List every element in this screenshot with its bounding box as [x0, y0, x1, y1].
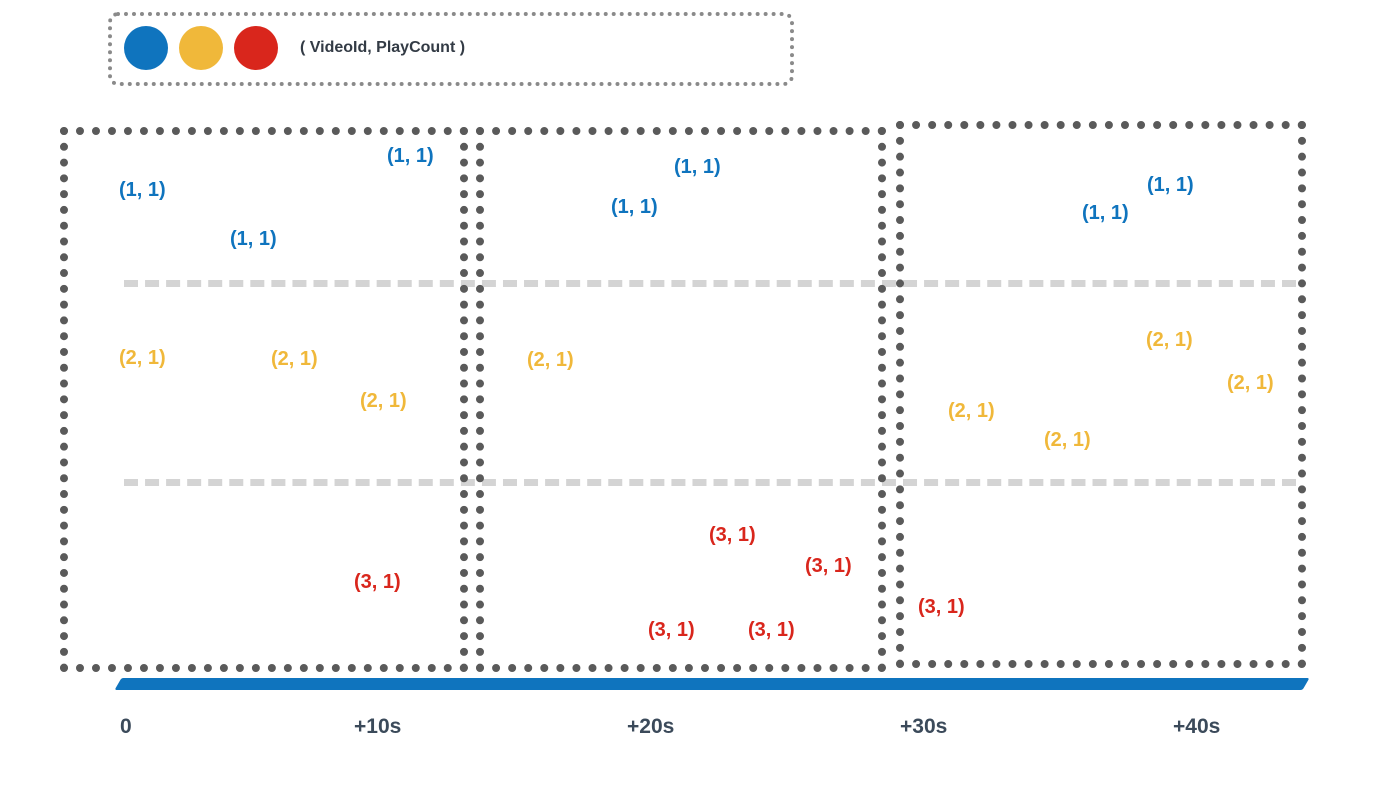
legend-dot-video-2 — [179, 26, 223, 70]
event-13: (2, 1) — [1227, 372, 1274, 394]
timeline-tick-20s: +20s — [627, 715, 675, 738]
window-box-2 — [476, 127, 886, 672]
legend-label: ( VideoId, PlayCount ) — [300, 39, 466, 56]
event-6: (1, 1) — [1147, 174, 1194, 196]
event-21: (3, 1) — [918, 596, 965, 618]
legend-box — [108, 12, 794, 86]
timeline-tick-30s: +30s — [900, 715, 948, 738]
timeline-tick-0: 0 — [120, 715, 132, 738]
event-4: (1, 1) — [674, 156, 721, 178]
timeline-tick-10s: +10s — [354, 715, 402, 738]
event-15: (2, 1) — [1044, 429, 1091, 451]
event-12: (2, 1) — [1146, 329, 1193, 351]
event-7: (1, 1) — [1082, 202, 1129, 224]
event-19: (3, 1) — [648, 619, 695, 641]
legend-dot-video-3 — [234, 26, 278, 70]
event-14: (2, 1) — [948, 400, 995, 422]
event-20: (3, 1) — [748, 619, 795, 641]
event-11: (2, 1) — [527, 349, 574, 371]
event-3: (1, 1) — [230, 228, 277, 250]
event-8: (2, 1) — [119, 347, 166, 369]
event-17: (3, 1) — [709, 524, 756, 546]
timeline-tick-40s: +40s — [1173, 715, 1221, 738]
event-18: (3, 1) — [805, 555, 852, 577]
event-2: (1, 1) — [119, 179, 166, 201]
legend-dot-video-1 — [124, 26, 168, 70]
lane-separator-1 — [124, 280, 1296, 287]
event-9: (2, 1) — [271, 348, 318, 370]
window-box-1 — [60, 127, 468, 672]
lane-separator-2 — [124, 479, 1296, 486]
event-10: (2, 1) — [360, 390, 407, 412]
timeline-bar — [114, 678, 1310, 690]
window-box-3 — [896, 121, 1306, 668]
event-16: (3, 1) — [354, 571, 401, 593]
event-5: (1, 1) — [611, 196, 658, 218]
event-1: (1, 1) — [387, 145, 434, 167]
